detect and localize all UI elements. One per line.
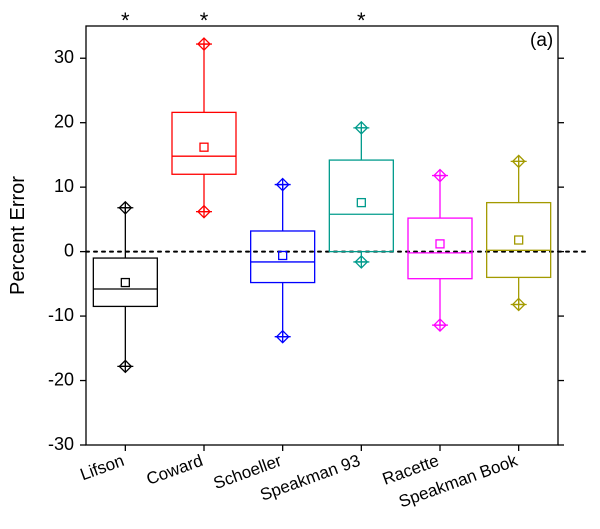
y-tick-label: -30 [48, 434, 74, 454]
significance-star: * [121, 8, 130, 33]
y-tick-label: -10 [48, 305, 74, 325]
y-tick-label: 20 [54, 111, 74, 131]
significance-star: * [200, 8, 209, 33]
significance-star: * [357, 8, 366, 33]
y-tick-label: 0 [64, 240, 74, 260]
chart-container: *Lifson*CowardSchoeller*Speakman 93Racet… [0, 0, 600, 529]
y-tick-label: -20 [48, 369, 74, 389]
y-axis-label: Percent Error [7, 176, 29, 295]
panel-label: (a) [530, 30, 553, 51]
y-tick-label: 10 [54, 176, 74, 196]
boxplot-chart: *Lifson*CowardSchoeller*Speakman 93Racet… [0, 0, 600, 529]
y-tick-label: 30 [54, 47, 74, 67]
